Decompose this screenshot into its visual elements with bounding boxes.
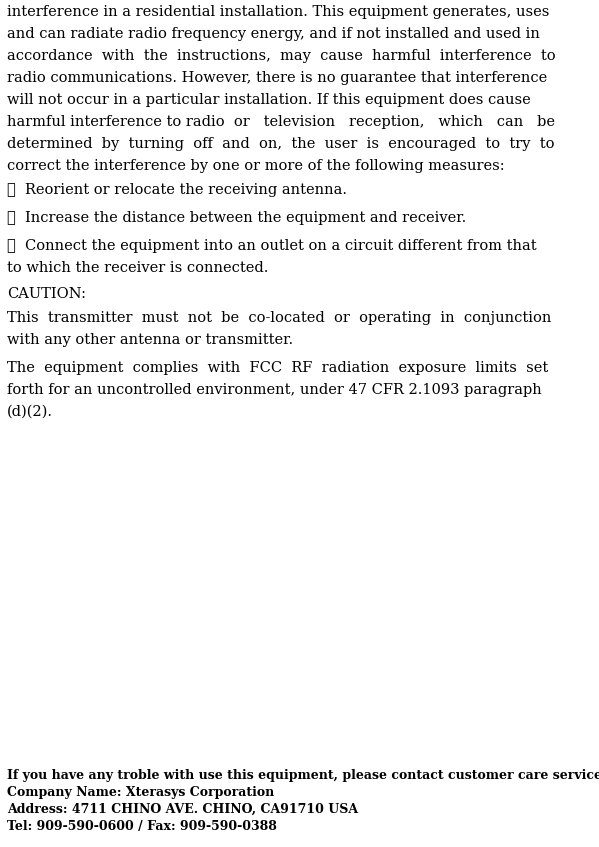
Text: (d)(2).: (d)(2). — [7, 405, 53, 419]
Text: If you have any troble with use this equipment, please contact customer care ser: If you have any troble with use this equ… — [7, 769, 599, 782]
Text: correct the interference by one or more of the following measures:: correct the interference by one or more … — [7, 159, 504, 173]
Text: will not occur in a particular installation. If this equipment does cause: will not occur in a particular installat… — [7, 93, 531, 107]
Text: Company Name: Xterasys Corporation: Company Name: Xterasys Corporation — [7, 786, 274, 799]
Text: to which the receiver is connected.: to which the receiver is connected. — [7, 261, 268, 275]
Text: This  transmitter  must  not  be  co-located  or  operating  in  conjunction: This transmitter must not be co-located … — [7, 311, 551, 325]
Text: harmful interference to radio  or   television   reception,   which   can   be: harmful interference to radio or televis… — [7, 115, 555, 129]
Text: Tel: 909-590-0600 / Fax: 909-590-0388: Tel: 909-590-0600 / Fax: 909-590-0388 — [7, 820, 277, 833]
Text: The  equipment  complies  with  FCC  RF  radiation  exposure  limits  set: The equipment complies with FCC RF radia… — [7, 361, 548, 375]
Text: forth for an uncontrolled environment, under 47 CFR 2.1093 paragraph: forth for an uncontrolled environment, u… — [7, 383, 541, 397]
Text: with any other antenna or transmitter.: with any other antenna or transmitter. — [7, 333, 293, 347]
Text: ※  Reorient or relocate the receiving antenna.: ※ Reorient or relocate the receiving ant… — [7, 183, 347, 197]
Text: ※  Increase the distance between the equipment and receiver.: ※ Increase the distance between the equi… — [7, 211, 466, 225]
Text: interference in a residential installation. This equipment generates, uses: interference in a residential installati… — [7, 5, 549, 19]
Text: CAUTION:: CAUTION: — [7, 287, 86, 301]
Text: and can radiate radio frequency energy, and if not installed and used in: and can radiate radio frequency energy, … — [7, 27, 540, 41]
Text: accordance  with  the  instructions,  may  cause  harmful  interference  to: accordance with the instructions, may ca… — [7, 49, 556, 63]
Text: determined  by  turning  off  and  on,  the  user  is  encouraged  to  try  to: determined by turning off and on, the us… — [7, 137, 555, 151]
Text: radio communications. However, there is no guarantee that interference: radio communications. However, there is … — [7, 71, 547, 85]
Text: Address: 4711 CHINO AVE. CHINO, CA91710 USA: Address: 4711 CHINO AVE. CHINO, CA91710 … — [7, 803, 358, 816]
Text: ※  Connect the equipment into an outlet on a circuit different from that: ※ Connect the equipment into an outlet o… — [7, 239, 537, 253]
